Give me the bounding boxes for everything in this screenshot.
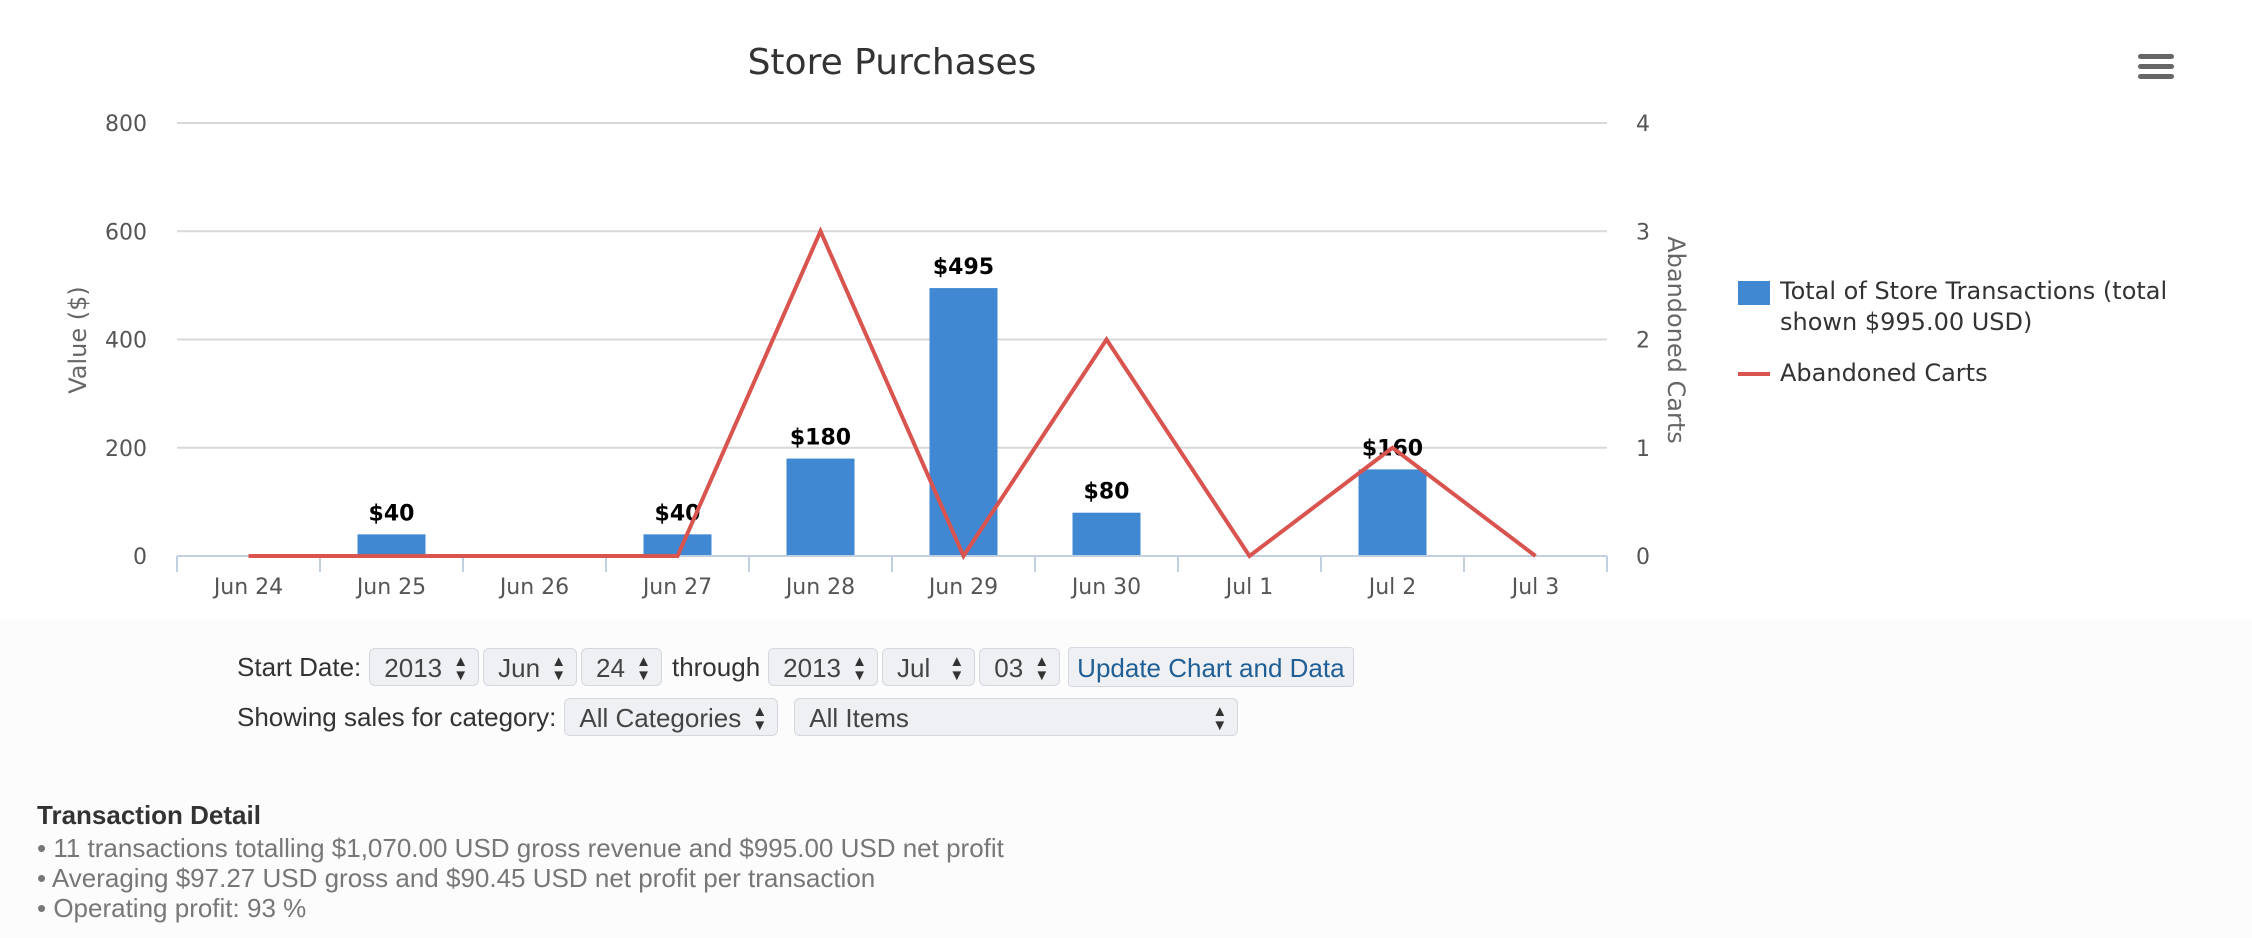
end-day-select[interactable]: 03 ▲ ▼ [979, 648, 1061, 686]
x-tick-label: Jun 25 [355, 575, 426, 600]
detail-line: • Averaging $97.27 USD gross and $90.45 … [37, 863, 876, 893]
y-tick-label-right: 3 [1636, 220, 1650, 245]
start-day-value: 24 [596, 653, 625, 683]
x-tick-label: Jun 29 [927, 575, 998, 600]
y-tick-label-left: 400 [105, 329, 147, 354]
start-month-select[interactable]: Jun ▲ ▼ [483, 648, 578, 686]
chart-title: Store Purchases [748, 42, 1037, 83]
transaction-detail: Transaction Detail • 11 transactions tot… [37, 800, 1004, 923]
detail-line: • Operating profit: 93 % [37, 893, 307, 923]
x-tick-label: Jun 26 [498, 575, 569, 600]
category-label: Showing sales for category: [237, 701, 557, 732]
y-tick-label-right: 0 [1636, 545, 1650, 570]
stepper-arrows-icon: ▲ ▼ [453, 653, 469, 684]
date-row: Start Date: 2013 ▲ ▼ Jun ▲ ▼ 24 ▲ ▼ through 20… [237, 646, 1354, 688]
stepper-arrows-icon: ▲ ▼ [852, 653, 867, 684]
y-tick-label-left: 200 [105, 437, 147, 462]
chart-area: Store Purchases 0 200 400 600 800 0 1 2 3 4 Value (… [64, 42, 2178, 600]
bar-swatch-icon [1738, 281, 1770, 305]
stepper-arrows-icon: ▲ ▼ [1034, 653, 1050, 684]
bar-data-label: $180 [790, 426, 851, 451]
x-tick-label: Jul 3 [1510, 575, 1560, 600]
stepper-arrows-icon: ▲ ▼ [1212, 703, 1228, 734]
category-row: Showing sales for category: All Categori… [237, 696, 1354, 738]
purchases-chart: Store Purchases 0 200 400 600 800 0 1 2 3 4 Value (… [64, 42, 1690, 600]
stepper-arrows-icon: ▲ ▼ [949, 653, 965, 684]
legend-label-transactions: Total of Store Transactions (total shown… [1780, 277, 2168, 336]
end-year-select[interactable]: 2013 ▲ ▼ [768, 648, 878, 686]
bar [786, 458, 855, 556]
end-day-value: 03 [994, 653, 1024, 683]
y-tick-label-right: 1 [1636, 437, 1650, 462]
detail-line: • 11 transactions totalling $1,070.00 US… [37, 833, 1004, 863]
end-month-value: Jul [897, 653, 931, 683]
category-select[interactable]: All Categories ▲ ▼ [564, 698, 779, 736]
x-tick-label: Jun 24 [212, 575, 283, 600]
x-tick-label: Jun 28 [784, 575, 855, 600]
x-tick-label: Jun 27 [641, 575, 712, 600]
y-axis-title-left: Value ($) [64, 286, 92, 394]
chart-menu-icon[interactable] [2134, 50, 2178, 90]
x-tick-label: Jun 30 [1070, 575, 1141, 600]
start-date-label: Start Date: [237, 651, 362, 682]
start-day-select[interactable]: 24 ▲ ▼ [581, 648, 662, 686]
bar-data-label: $40 [369, 501, 415, 526]
bar-data-label: $80 [1084, 480, 1130, 505]
y-tick-label-right: 4 [1636, 112, 1650, 137]
line-swatch-icon [1738, 372, 1770, 376]
update-chart-button[interactable]: Update Chart and Data [1068, 647, 1354, 687]
x-tick-label: Jul 1 [1224, 575, 1274, 600]
chart-legend: Total of Store Transactions (total shown… [1738, 276, 2178, 409]
stepper-arrows-icon: ▲ ▼ [636, 653, 651, 684]
y-tick-label-left: 800 [105, 112, 147, 137]
y-tick-label-right: 2 [1636, 329, 1650, 354]
stepper-arrows-icon: ▲ ▼ [551, 653, 567, 684]
end-year-value: 2013 [783, 653, 841, 683]
through-label: through [671, 651, 761, 682]
abandoned-carts-line [248, 226, 1537, 561]
bar [643, 534, 712, 556]
legend-label-abandoned: Abandoned Carts [1780, 359, 1988, 387]
y-tick-label-left: 600 [105, 220, 147, 245]
detail-title: Transaction Detail [37, 800, 261, 830]
y-axis-title-right: Abandoned Carts [1662, 236, 1690, 444]
start-month-value: Jun [498, 653, 541, 683]
bar [1072, 512, 1141, 556]
legend-item-abandoned[interactable]: Abandoned Carts [1738, 358, 2178, 389]
items-select[interactable]: All Items ▲ ▼ [794, 698, 1239, 736]
end-month-select[interactable]: Jul ▲ ▼ [882, 648, 976, 686]
stepper-arrows-icon: ▲ ▼ [752, 703, 768, 734]
start-year-select[interactable]: 2013 ▲ ▼ [369, 648, 480, 686]
start-year-value: 2013 [384, 653, 443, 683]
bar [929, 288, 998, 556]
legend-item-transactions[interactable]: Total of Store Transactions (total shown… [1738, 276, 2178, 338]
date-controls: Start Date: 2013 ▲ ▼ Jun ▲ ▼ 24 ▲ ▼ through 20… [237, 646, 1354, 746]
category-value: All Categories [579, 703, 742, 733]
y-tick-label-left: 0 [133, 545, 147, 570]
bar [1358, 469, 1427, 556]
x-tick-label: Jul 2 [1367, 575, 1417, 600]
bar-data-label: $495 [933, 255, 994, 280]
items-value: All Items [809, 703, 909, 733]
bar [357, 534, 426, 556]
